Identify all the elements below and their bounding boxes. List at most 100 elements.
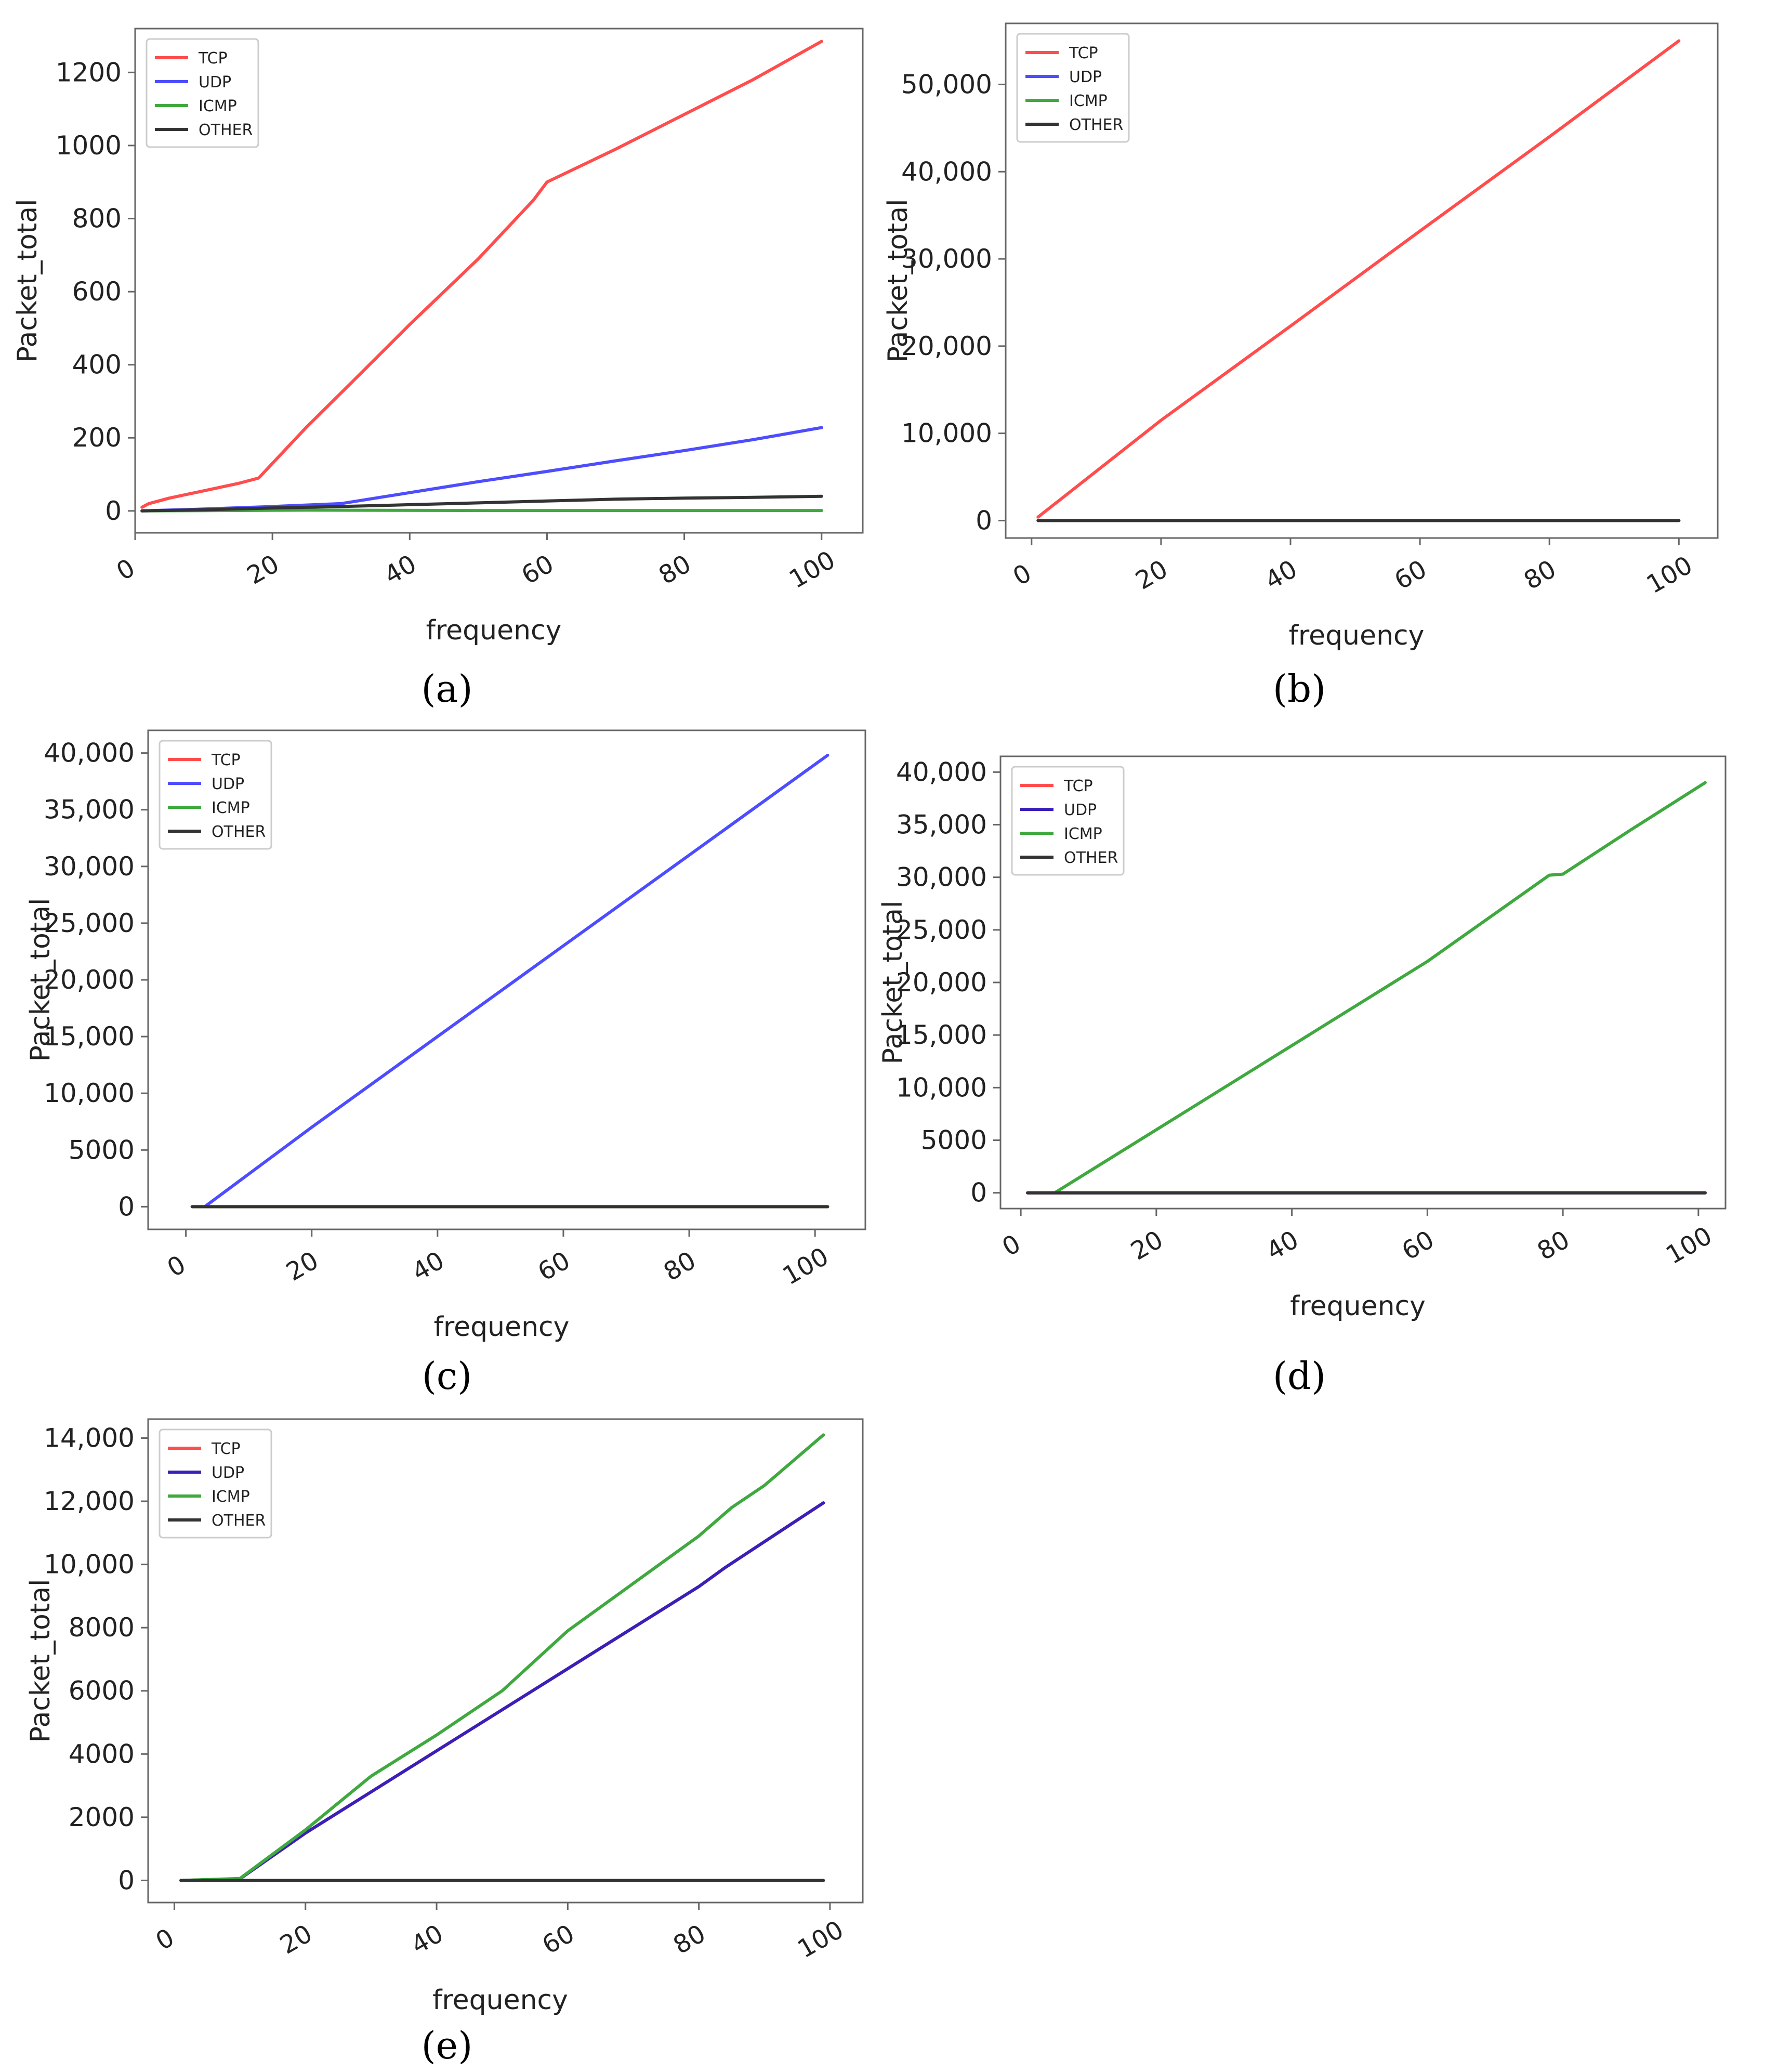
x-tick-label: 80 [659, 1246, 701, 1287]
y-tick-label: 10,000 [901, 418, 992, 449]
series-line-other [140, 494, 823, 513]
x-tick-label: 40 [379, 549, 422, 591]
legend-box [1016, 33, 1130, 143]
legend-label: TCP [211, 1440, 241, 1458]
y-tick-label: 40,000 [44, 738, 135, 768]
y-tick-label: 800 [72, 204, 122, 234]
x-axis-label: frequency [426, 615, 562, 646]
legend-label: OTHER [212, 1512, 266, 1530]
caption-d: (d) [1273, 1354, 1326, 1398]
legend-label: UDP [1064, 801, 1097, 819]
y-tick-label: 8000 [69, 1612, 135, 1643]
caption-c: (c) [422, 1354, 472, 1398]
x-axis-label: frequency [1289, 620, 1425, 651]
x-tick-label: 80 [1533, 1225, 1575, 1266]
panel-b: 0 10,000 20,000 30,000 40,000 50,000 0 20 40 60 80… [883, 22, 1719, 651]
legend-label: ICMP [212, 799, 250, 817]
y-tick-label: 10,000 [44, 1078, 135, 1108]
captions: (a) (b) (c) (d) (e) [421, 667, 1326, 2067]
legend-box [159, 1428, 272, 1539]
legend-label: TCP [1063, 777, 1093, 795]
x-tick-label: 0 [112, 553, 140, 586]
y-axis-label: Packet_total [12, 199, 43, 362]
legend-label: UDP [1069, 68, 1102, 86]
legend-box [159, 740, 272, 850]
x-tick-label: 100 [784, 545, 840, 594]
y-tick-label: 14,000 [44, 1423, 135, 1453]
caption-b: (b) [1273, 667, 1326, 711]
x-tick-label: 60 [533, 1246, 575, 1287]
y-tick-label: 0 [970, 1178, 987, 1208]
y-tick-label: 400 [72, 350, 122, 380]
x-tick-label: 0 [997, 1229, 1025, 1262]
legend-box [1011, 766, 1125, 876]
y-tick-label: 0 [976, 505, 992, 535]
x-axis-label: frequency [432, 1985, 568, 2016]
y-tick-label: 35,000 [896, 810, 987, 840]
x-tick-label: 60 [1397, 1225, 1439, 1266]
y-tick-label: 40,000 [896, 757, 987, 787]
panel-a: 0 200 400 600 800 1000 1200 0 20 40 60 80 100 frequen… [12, 28, 864, 646]
legend-label: ICMP [199, 97, 237, 115]
legend-label: UDP [199, 73, 231, 91]
x-tick-label: 40 [406, 1919, 449, 1960]
legend-label: ICMP [212, 1488, 250, 1506]
y-tick-label: 600 [72, 277, 122, 307]
y-tick-label: 0 [118, 1191, 135, 1222]
y-tick-label: 10,000 [896, 1072, 987, 1103]
x-tick-label: 20 [1130, 555, 1173, 596]
x-tick-label: 0 [162, 1250, 190, 1283]
legend-label: OTHER [1064, 849, 1118, 867]
panel-e: 0 2000 4000 6000 8000 10,000 12,000 14,000 0 20 40… [25, 1418, 864, 2016]
y-tick-label: 4000 [69, 1739, 135, 1769]
y-tick-label: 5000 [69, 1135, 135, 1165]
x-tick-label: 80 [1519, 555, 1561, 596]
y-tick-label: 2000 [69, 1802, 135, 1832]
x-tick-label: 100 [1642, 550, 1697, 599]
y-tick-label: 0 [105, 496, 122, 526]
x-tick-label: 20 [1126, 1225, 1168, 1266]
x-tick-label: 60 [1390, 555, 1432, 596]
legend-label: UDP [212, 1464, 244, 1482]
x-tick-label: 0 [151, 1923, 179, 1956]
y-tick-label: 20,000 [44, 965, 135, 995]
y-tick-label: 5000 [921, 1125, 987, 1155]
y-tick-label: 30,000 [901, 244, 992, 274]
legend-label: TCP [198, 49, 228, 68]
y-axis-label: Packet_total [25, 1579, 56, 1742]
x-axis-label: frequency [1290, 1291, 1426, 1322]
legend-label: UDP [212, 775, 244, 793]
x-tick-label: 20 [275, 1919, 317, 1960]
x-tick-label: 100 [793, 1915, 848, 1964]
panel-c: 0 5000 10,000 15,000 20,000 25,000 30,000 35,00… [25, 729, 866, 1343]
y-axis-label: Packet_total [883, 199, 914, 362]
series-line-icmp [179, 1433, 825, 1882]
y-tick-label: 200 [72, 423, 122, 453]
x-tick-label: 40 [407, 1246, 449, 1287]
legend-label: ICMP [1069, 92, 1108, 110]
y-tick-label: 25,000 [44, 908, 135, 938]
legend-label: OTHER [199, 121, 253, 139]
y-tick-label: 0 [118, 1865, 135, 1895]
legend-box [146, 38, 259, 148]
x-tick-label: 60 [517, 549, 559, 591]
series-line-tcp [140, 40, 823, 509]
y-tick-label: 10,000 [44, 1550, 135, 1580]
y-tick-label: 25,000 [896, 915, 987, 945]
y-tick-label: 20,000 [896, 967, 987, 998]
series-line-udp [203, 754, 829, 1209]
y-tick-label: 15,000 [896, 1020, 987, 1050]
x-tick-label: 80 [668, 1919, 710, 1960]
x-tick-label: 20 [242, 549, 284, 591]
caption-a: (a) [421, 667, 472, 711]
x-tick-label: 100 [1661, 1221, 1717, 1270]
y-tick-label: 12,000 [44, 1486, 135, 1516]
legend-label: ICMP [1064, 825, 1102, 843]
legend-label: TCP [1069, 44, 1098, 62]
y-tick-label: 1200 [56, 57, 122, 87]
caption-e: (e) [422, 2024, 473, 2067]
y-tick-label: 20,000 [901, 331, 992, 361]
y-axis-label: Packet_total [25, 898, 56, 1061]
legend-label: TCP [211, 751, 241, 769]
